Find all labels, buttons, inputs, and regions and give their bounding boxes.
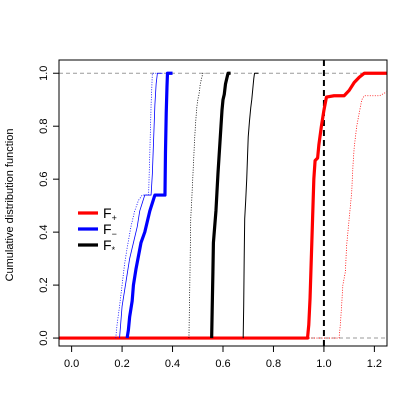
y-axis: 0.0 0.2 0.4 0.6 0.8 1.0 <box>38 66 59 346</box>
legend-subscript: + <box>112 213 117 223</box>
y-tick-label: 1.0 <box>38 66 50 81</box>
x-tick-label: 0.8 <box>266 358 281 370</box>
x-tick-label: 0.6 <box>215 358 230 370</box>
x-tick-label: 0.2 <box>114 358 129 370</box>
series-layer <box>59 71 387 340</box>
series-line-f-star-7 <box>188 72 206 339</box>
legend-label: F* <box>103 237 116 255</box>
series-line-f-star-5 <box>210 71 231 339</box>
legend-subscript: − <box>112 229 117 239</box>
series-line-f-star-6 <box>242 72 259 339</box>
y-tick-label: 0.2 <box>38 277 50 292</box>
y-tick-label: 0.6 <box>38 172 50 187</box>
x-tick-label: 1.0 <box>316 358 331 370</box>
legend-subscript: * <box>112 245 116 255</box>
series-line-f-minus-2 <box>125 71 173 339</box>
x-tick-label: 1.2 <box>367 358 382 370</box>
y-axis-label: Cumulative distribution function <box>4 129 16 282</box>
y-tick-label: 0.0 <box>38 330 50 345</box>
x-tick-label: 0.0 <box>64 358 79 370</box>
x-axis: 0.0 0.2 0.4 0.6 0.8 1.0 1.2 <box>64 346 382 370</box>
y-tick-label: 0.4 <box>38 224 50 239</box>
series-line-f-plus-1 <box>59 91 387 339</box>
legend: F+F−F* <box>78 205 117 255</box>
series-line-f-minus-3 <box>119 72 163 339</box>
series-line-f-plus-0 <box>59 71 387 340</box>
y-tick-label: 0.8 <box>38 119 50 134</box>
x-tick-label: 0.4 <box>165 358 180 370</box>
